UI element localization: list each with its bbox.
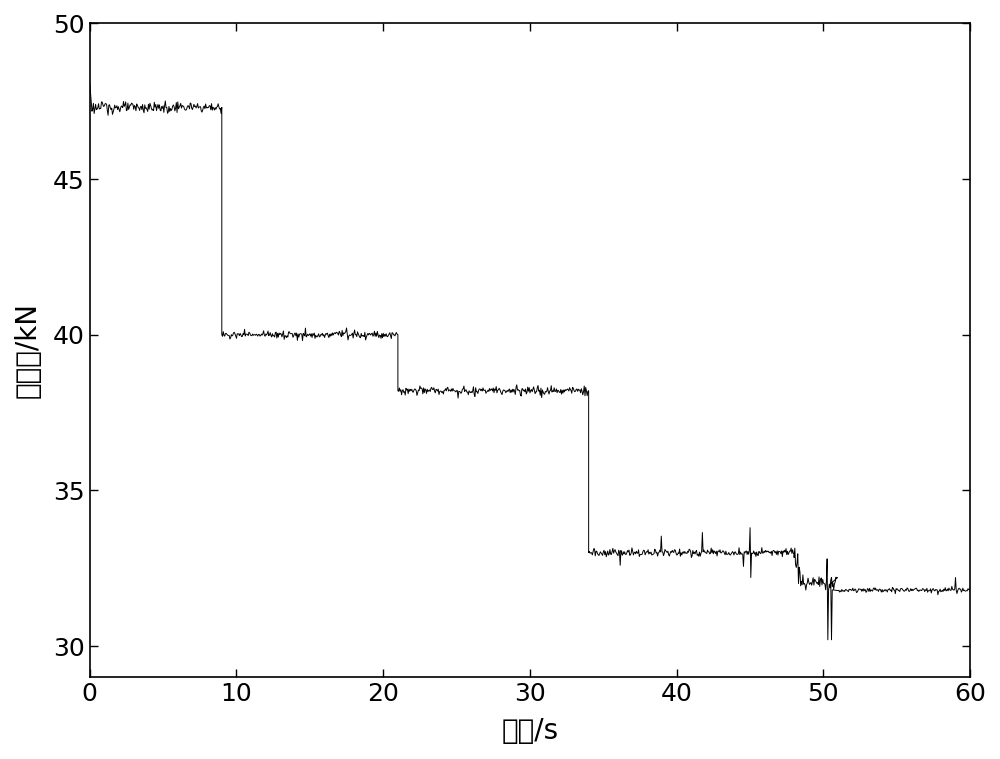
Y-axis label: 左张力/kN: 左张力/kN [14, 302, 42, 398]
X-axis label: 时间/s: 时间/s [501, 717, 559, 745]
